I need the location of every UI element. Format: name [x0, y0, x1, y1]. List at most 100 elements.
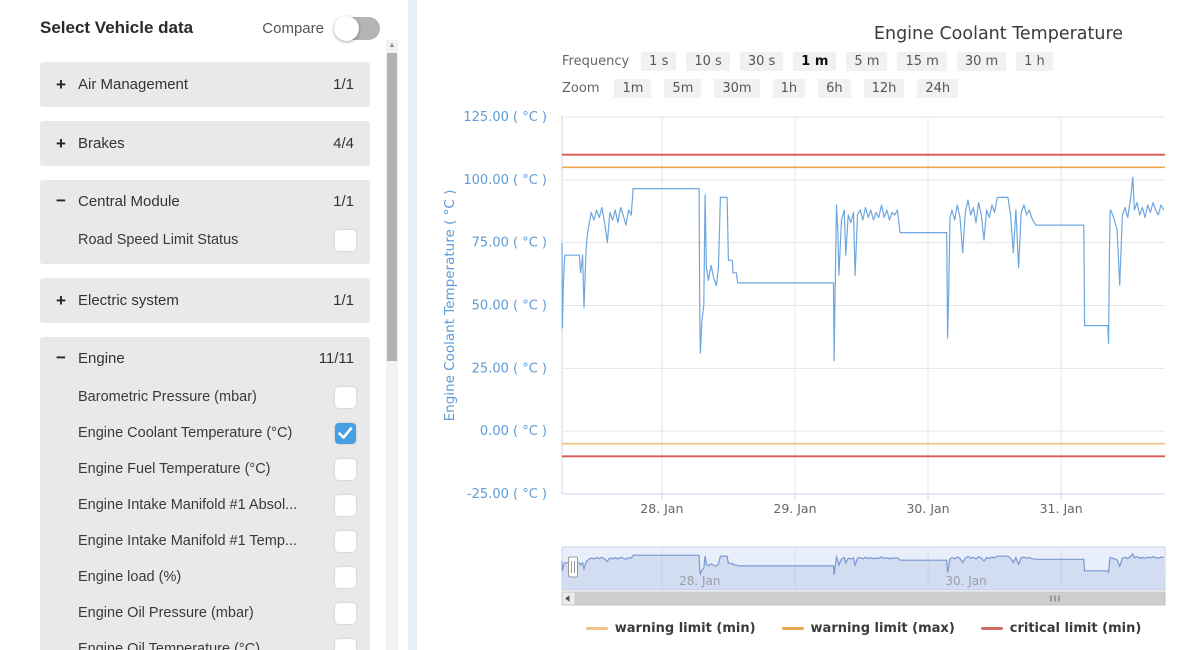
sidebar-scrollbar-thumb[interactable]	[387, 53, 397, 361]
section-items: Road Speed Limit Status	[40, 222, 370, 264]
legend-dash-icon	[585, 627, 608, 630]
legend-label: warning limit (max)	[810, 621, 955, 636]
navigator-area	[562, 553, 1165, 590]
y-tick-label: 0.00 ( °C )	[480, 424, 547, 439]
section-header[interactable]: + Brakes 4/4	[40, 121, 370, 166]
section-header[interactable]: + Air Management 1/1	[40, 62, 370, 107]
scroll-up-icon[interactable]: ▲	[388, 42, 396, 49]
item-checkbox[interactable]	[335, 422, 356, 444]
vehicle-data-sections: + Air Management 1/1 + Brakes 4/4− Central Mod…	[40, 62, 370, 650]
legend-label: warning limit (min)	[614, 621, 756, 636]
list-item: Engine Intake Manifold #1 Temp...	[78, 523, 356, 559]
y-tick-label: 125.00 ( °C )	[463, 110, 547, 125]
item-label: Engine Oil Pressure (mbar)	[78, 605, 254, 621]
y-tick-label: 100.00 ( °C )	[463, 173, 547, 188]
frequency-button-1s[interactable]: 1 s	[641, 52, 677, 71]
item-label: Engine Fuel Temperature (°C)	[78, 461, 271, 477]
expand-icon[interactable]: +	[56, 133, 66, 153]
section-count: 1/1	[333, 76, 354, 93]
chart-legend: warning limit (min) warning limit (max) cr…	[562, 621, 1165, 636]
list-item: Engine Coolant Temperature (°C)	[78, 415, 356, 451]
zoom-button-1h[interactable]: 1h	[772, 79, 806, 98]
section-header[interactable]: − Engine 11/11	[40, 337, 370, 379]
frequency-button-30m[interactable]: 30 m	[956, 52, 1007, 71]
section-label: Central Module	[78, 192, 180, 210]
frequency-button-15m[interactable]: 15 m	[897, 52, 947, 71]
list-item: Engine Fuel Temperature (°C)	[78, 451, 356, 487]
chart-title: Engine Coolant Temperature	[873, 24, 1124, 44]
compare-toggle[interactable]	[334, 15, 380, 41]
navigator-date-label: 30. Jan	[945, 574, 986, 588]
zoom-button-1m[interactable]: 1m	[614, 79, 652, 98]
zoom-label: Zoom	[562, 81, 600, 96]
page-title: Select Vehicle data	[40, 18, 194, 37]
section-label: Engine	[78, 349, 125, 367]
section-header[interactable]: − Central Module 1/1	[40, 180, 370, 222]
y-tick-label: -25.00 ( °C )	[467, 487, 547, 502]
list-item: Road Speed Limit Status	[78, 222, 356, 258]
legend-item-warning-limit-min-[interactable]: warning limit (min)	[585, 621, 756, 636]
zoom-button-12h[interactable]: 12h	[863, 79, 905, 98]
x-tick-label: 30. Jan	[906, 501, 949, 516]
frequency-button-30s[interactable]: 30 s	[739, 52, 784, 71]
list-item: Engine Oil Temperature (°C)	[78, 631, 356, 650]
item-checkbox[interactable]	[335, 530, 356, 552]
item-checkbox[interactable]	[335, 494, 356, 516]
coolant-temperature-series[interactable]	[561, 176, 1165, 362]
item-checkbox[interactable]	[335, 386, 356, 408]
item-label: Road Speed Limit Status	[78, 232, 239, 248]
legend-item-warning-limit-max-[interactable]: warning limit (max)	[781, 621, 955, 636]
collapse-icon[interactable]: −	[56, 191, 66, 210]
panel-divider	[408, 0, 417, 650]
section-card-central-module: − Central Module 1/1 Road Speed Limit Statu…	[40, 180, 370, 264]
item-label: Engine load (%)	[78, 569, 182, 585]
section-count: 4/4	[333, 135, 354, 152]
collapse-icon[interactable]: −	[56, 348, 66, 367]
section-label: Air Management	[78, 76, 189, 93]
section-header[interactable]: + Electric system 1/1	[40, 278, 370, 323]
zoom-button-6h[interactable]: 6h	[818, 79, 851, 98]
legend-item-critical-limit-min-[interactable]: critical limit (min)	[980, 621, 1141, 636]
zoom-button-30m[interactable]: 30m	[714, 79, 760, 98]
zoom-button-24h[interactable]: 24h	[917, 79, 959, 98]
item-checkbox[interactable]	[335, 602, 356, 624]
coolant-temperature-chart[interactable]: 125.00 ( °C ) 100.00 ( °C ) 75.00 ( °C ) 50…	[417, 0, 1200, 650]
compare-toggle-knob[interactable]	[334, 15, 359, 41]
item-label: Engine Coolant Temperature (°C)	[78, 425, 293, 441]
y-tick-label: 50.00 ( °C )	[472, 299, 547, 314]
legend-dash-icon	[781, 627, 804, 630]
section-label: Electric system	[78, 292, 179, 309]
navigator-track[interactable]	[561, 546, 1166, 591]
chart-scrollbar[interactable]	[574, 591, 1166, 606]
legend-dash-icon	[980, 627, 1003, 630]
frequency-label: Frequency	[562, 54, 630, 69]
frequency-button-5m[interactable]: 5 m	[846, 52, 888, 71]
compare-label: Compare	[262, 19, 324, 37]
sidebar: Select Vehicle data Compare + Air Managem…	[0, 0, 408, 650]
navigator-date-label: 28. Jan	[679, 574, 720, 588]
zoom-row: Zoom 1m 5m 30m 1h 6h 12h 24h	[562, 79, 959, 98]
item-checkbox[interactable]	[335, 566, 356, 588]
frequency-button-1m[interactable]: 1 m	[793, 52, 837, 71]
list-item: Barometric Pressure (mbar)	[78, 379, 356, 415]
frequency-button-1h[interactable]: 1 h	[1016, 52, 1053, 71]
item-checkbox[interactable]	[335, 638, 356, 650]
item-checkbox[interactable]	[335, 229, 356, 251]
section-card-air-management: + Air Management 1/1	[40, 62, 370, 107]
left-arrow-icon	[565, 595, 570, 602]
y-axis-title: Engine Coolant Temperature ( °C )	[442, 190, 458, 422]
frequency-button-10s[interactable]: 10 s	[686, 52, 730, 71]
expand-icon[interactable]: +	[56, 74, 66, 94]
y-tick-label: 25.00 ( °C )	[472, 361, 547, 376]
expand-icon[interactable]: +	[56, 290, 66, 310]
zoom-button-5m[interactable]: 5m	[664, 79, 702, 98]
section-items: Barometric Pressure (mbar) Engine Coolant…	[40, 379, 370, 650]
item-checkbox[interactable]	[335, 458, 356, 480]
navigator-handle[interactable]	[568, 556, 578, 578]
section-count: 1/1	[333, 292, 354, 309]
item-label: Engine Intake Manifold #1 Absol...	[78, 497, 298, 513]
item-label: Barometric Pressure (mbar)	[78, 389, 257, 405]
y-tick-label: 75.00 ( °C )	[472, 236, 547, 251]
sidebar-scrollbar[interactable]: ▲	[386, 40, 398, 650]
